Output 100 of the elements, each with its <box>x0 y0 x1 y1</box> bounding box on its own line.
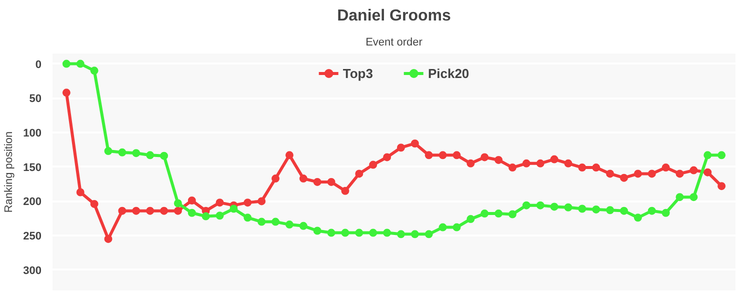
point <box>341 228 350 237</box>
point <box>648 206 656 215</box>
point <box>578 164 586 172</box>
point <box>327 228 336 237</box>
point <box>704 168 712 176</box>
point <box>174 199 182 208</box>
point <box>369 160 378 169</box>
point <box>424 230 433 238</box>
point <box>132 149 140 158</box>
point <box>592 205 600 214</box>
point <box>90 200 98 208</box>
legend-label: Pick20 <box>428 66 470 80</box>
point <box>508 210 516 218</box>
point <box>285 220 294 229</box>
point <box>690 166 698 174</box>
y-tick-label: 50 <box>29 93 42 106</box>
point <box>132 206 140 215</box>
point <box>76 60 84 68</box>
point <box>160 152 168 160</box>
point <box>313 178 322 186</box>
point <box>396 144 405 152</box>
point <box>118 148 126 156</box>
point <box>466 159 475 168</box>
y-tick-label: 250 <box>23 230 42 243</box>
point <box>285 151 294 160</box>
y-tick-label: 100 <box>23 128 42 140</box>
y-axis-title: Ranking position <box>3 131 16 213</box>
point <box>508 164 516 172</box>
point <box>396 230 405 238</box>
point <box>244 214 252 222</box>
point <box>410 140 419 148</box>
point <box>90 66 98 75</box>
point <box>355 170 364 178</box>
point <box>438 151 447 160</box>
point <box>244 198 252 207</box>
point <box>62 88 70 97</box>
point <box>118 206 126 215</box>
point <box>494 210 503 218</box>
point <box>536 201 544 210</box>
point <box>564 203 572 212</box>
point <box>76 188 84 196</box>
y-tick-label: 300 <box>23 264 42 277</box>
point <box>620 206 628 215</box>
point <box>299 174 308 183</box>
point <box>188 208 196 217</box>
point <box>188 196 196 204</box>
point <box>410 230 419 238</box>
point <box>676 170 684 178</box>
chart-title: Daniel Grooms <box>337 8 452 24</box>
y-tick-label: 150 <box>23 162 42 174</box>
point <box>578 204 586 213</box>
point <box>564 159 572 168</box>
point <box>146 206 154 215</box>
point <box>174 206 182 215</box>
point <box>606 170 614 178</box>
point <box>216 198 224 207</box>
point <box>216 212 224 220</box>
point <box>424 151 433 160</box>
point <box>202 212 210 220</box>
point <box>258 197 266 206</box>
point <box>718 151 726 160</box>
point <box>62 60 70 68</box>
y-tick-label: 0 <box>35 58 42 71</box>
point <box>452 151 461 160</box>
point <box>383 153 392 162</box>
point <box>272 174 280 183</box>
point <box>620 174 628 182</box>
point <box>313 226 322 235</box>
point <box>355 228 364 237</box>
point <box>480 210 489 218</box>
point <box>704 151 712 160</box>
point <box>341 186 350 195</box>
point <box>104 147 112 156</box>
point <box>662 208 670 217</box>
point <box>662 164 670 172</box>
point <box>522 159 530 168</box>
legend-label: Top3 <box>342 66 373 80</box>
x-axis-title: Event order <box>366 36 423 48</box>
point <box>592 164 600 172</box>
point <box>550 155 558 164</box>
point <box>494 156 503 164</box>
point <box>452 223 461 232</box>
point <box>648 170 656 178</box>
point <box>327 178 336 186</box>
point <box>272 218 280 226</box>
point <box>369 228 378 237</box>
point <box>718 182 726 190</box>
point <box>522 201 530 210</box>
point <box>536 159 544 168</box>
point <box>676 193 684 202</box>
point <box>160 206 168 215</box>
point <box>146 151 154 160</box>
point <box>480 153 489 162</box>
point <box>258 218 266 226</box>
point <box>383 228 392 237</box>
point <box>634 214 642 222</box>
point <box>550 202 558 211</box>
point <box>299 222 308 230</box>
y-tick-label: 200 <box>23 196 42 208</box>
point <box>690 193 698 202</box>
